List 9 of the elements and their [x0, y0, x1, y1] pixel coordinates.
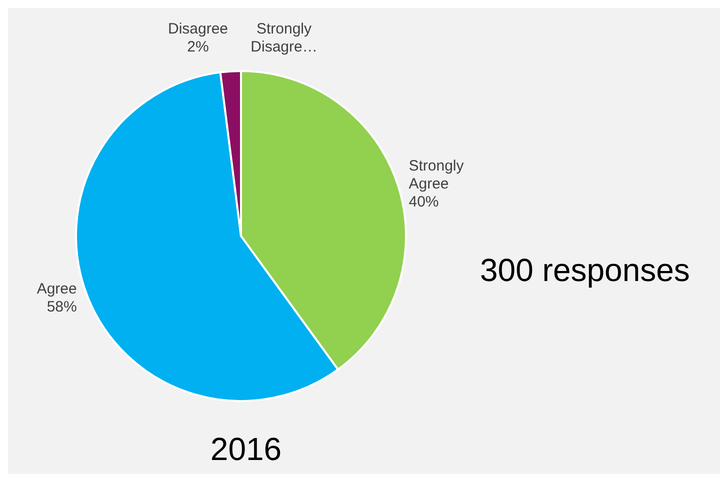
slice-label: Strongly Agree — [408, 157, 464, 192]
data-label: 58% — [46, 298, 77, 316]
slice-label: Agree — [36, 280, 77, 298]
text: 2016 — [210, 431, 282, 467]
data-label: 40% — [408, 193, 439, 210]
data-label: 2% — [187, 38, 209, 56]
category-label: Strongly Disagre… — [250, 20, 318, 56]
slice-label: Disagree — [168, 20, 228, 38]
text: 300 responses — [480, 252, 690, 288]
